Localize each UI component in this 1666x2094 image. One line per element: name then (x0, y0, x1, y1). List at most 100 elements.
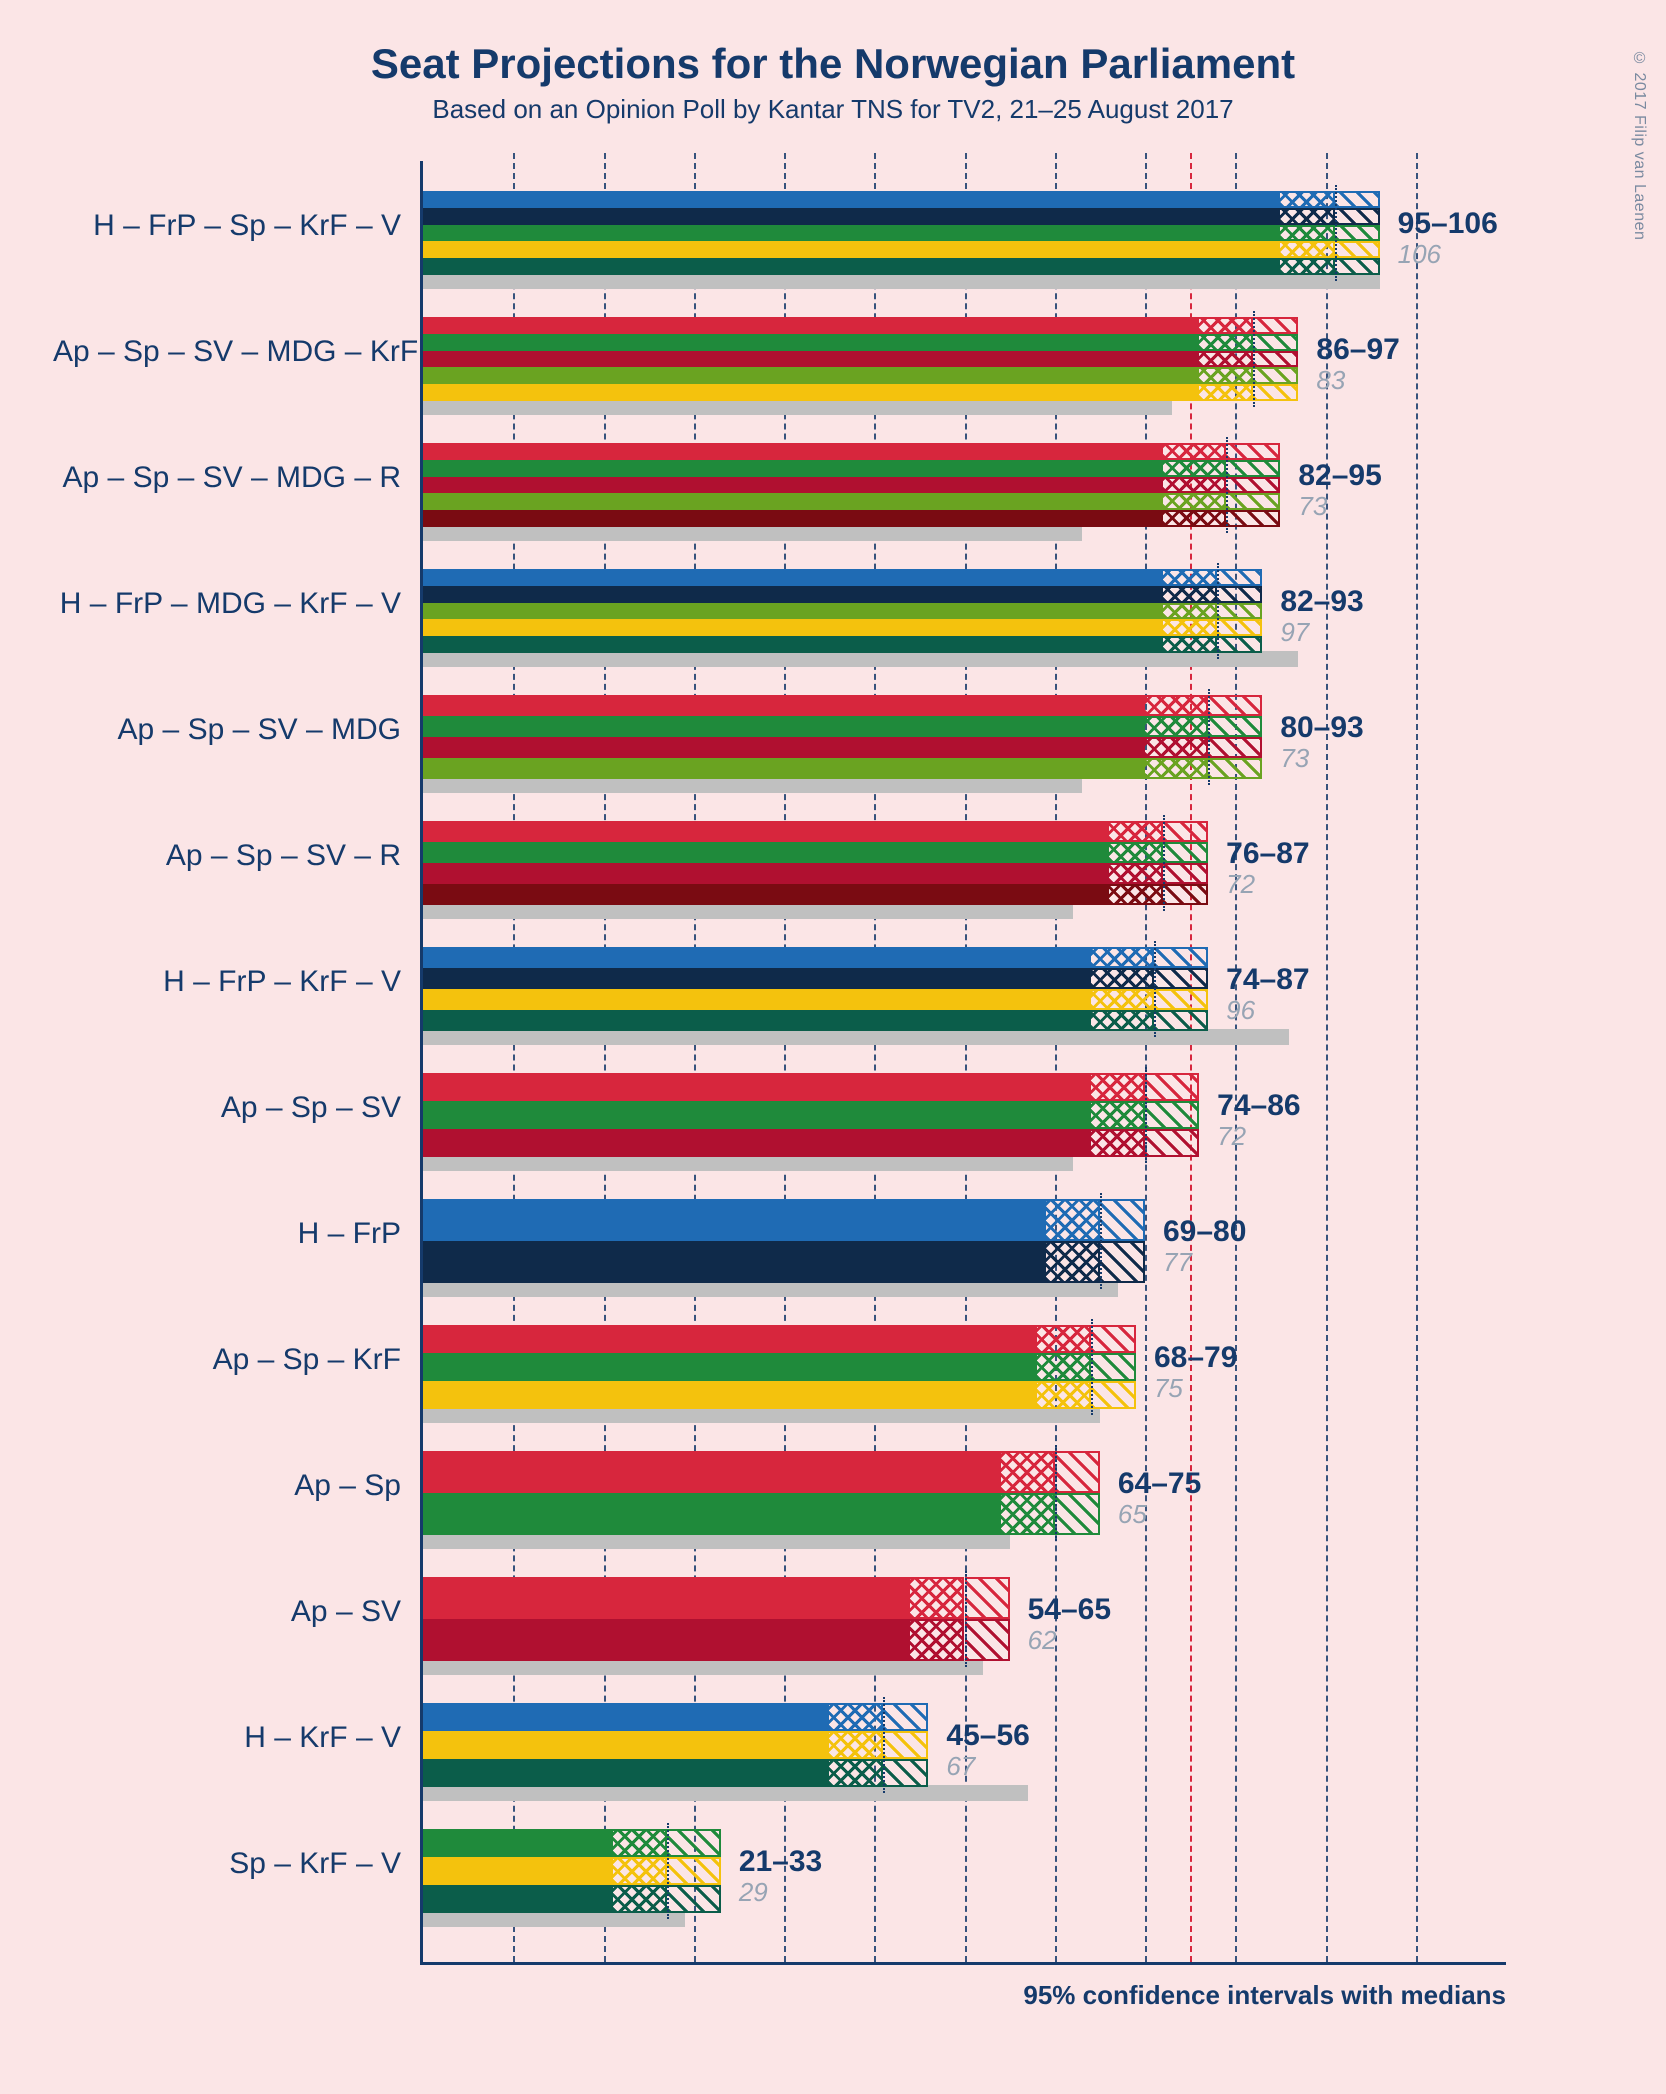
range-text: 21–33 (739, 1847, 822, 1877)
ci-lower-hatch (1091, 1010, 1154, 1031)
ci-lower-hatch (613, 1829, 667, 1857)
reference-shadow (423, 777, 1082, 793)
party-stripe (423, 1857, 721, 1885)
median-mark (1335, 185, 1337, 281)
copyright-text: © 2017 Filip van Laenen (1630, 50, 1648, 240)
party-stripe (423, 1577, 1010, 1619)
reference-text: 83 (1316, 365, 1399, 396)
coalition-label: H – FrP (53, 1217, 423, 1251)
coalition-row: H – FrP – Sp – KrF – V95–106106 (423, 191, 1506, 275)
ci-lower-hatch (1037, 1353, 1091, 1381)
footer-note: 95% confidence intervals with medians (1023, 1980, 1506, 2011)
ci-lower-hatch (1199, 317, 1253, 334)
median-mark (1253, 311, 1255, 407)
party-stripe (423, 603, 1262, 620)
ci-upper-hatch (1145, 1073, 1199, 1101)
median-mark (1145, 1067, 1147, 1163)
ci-lower-hatch (1163, 493, 1226, 510)
ci-lower-hatch (1046, 1241, 1100, 1283)
ci-upper-hatch (1145, 1101, 1199, 1129)
ci-lower-hatch (1145, 758, 1208, 779)
ci-lower-hatch (910, 1619, 964, 1661)
ci-upper-hatch (1055, 1451, 1100, 1493)
party-stripe (423, 1381, 1136, 1409)
reference-shadow (423, 1407, 1100, 1423)
coalition-label: H – KrF – V (53, 1721, 423, 1755)
confidence-bar: 95–106106 (423, 191, 1380, 275)
coalition-row: Ap – Sp – SV – MDG – R82–9573 (423, 443, 1506, 527)
range-text: 69–80 (1163, 1217, 1246, 1247)
party-stripe (423, 758, 1262, 779)
gridline (604, 153, 606, 1962)
ci-lower-hatch (1091, 1129, 1145, 1157)
party-stripe (423, 1353, 1136, 1381)
reference-shadow (423, 525, 1082, 541)
ci-lower-hatch (829, 1759, 883, 1787)
party-stripe (423, 1241, 1145, 1283)
ci-lower-hatch (829, 1703, 883, 1731)
value-label: 95–106106 (1380, 209, 1498, 270)
party-stripe (423, 968, 1208, 989)
ci-upper-hatch (1226, 443, 1280, 460)
ci-lower-hatch (1001, 1493, 1055, 1535)
party-stripe (423, 1451, 1100, 1493)
party-stripe (423, 636, 1262, 653)
ci-lower-hatch (1163, 636, 1217, 653)
confidence-bar: 68–7975 (423, 1325, 1136, 1409)
ci-upper-hatch (1091, 1353, 1136, 1381)
coalition-row: Ap – Sp – SV74–8672 (423, 1073, 1506, 1157)
reference-text: 97 (1280, 617, 1363, 648)
chart-subtitle: Based on an Opinion Poll by Kantar TNS f… (40, 94, 1626, 125)
plot-region: H – FrP – Sp – KrF – V95–106106 Ap – Sp –… (420, 161, 1506, 1965)
coalition-row: Ap – Sp – SV – R76–8772 (423, 821, 1506, 905)
median-mark (1055, 1445, 1057, 1541)
coalition-row: H – FrP69–8077 (423, 1199, 1506, 1283)
reference-text: 65 (1118, 1499, 1201, 1530)
coalition-label: Ap – Sp – SV – R (53, 839, 423, 873)
range-text: 54–65 (1028, 1595, 1111, 1625)
coalition-row: H – FrP – KrF – V74–8796 (423, 947, 1506, 1031)
reference-shadow (423, 1155, 1073, 1171)
value-label: 68–7975 (1136, 1343, 1237, 1404)
ci-lower-hatch (1163, 619, 1217, 636)
confidence-bar: 45–5667 (423, 1703, 928, 1787)
ci-lower-hatch (1109, 884, 1163, 905)
ci-lower-hatch (1145, 695, 1208, 716)
party-stripe (423, 1619, 1010, 1661)
ci-upper-hatch (1217, 619, 1262, 636)
reference-shadow (423, 399, 1172, 415)
value-label: 45–5667 (928, 1721, 1029, 1782)
ci-lower-hatch (1163, 443, 1226, 460)
ci-lower-hatch (1109, 863, 1163, 884)
median-mark (1163, 815, 1165, 911)
coalition-label: Ap – Sp – SV (53, 1091, 423, 1125)
confidence-bar: 80–9373 (423, 695, 1262, 779)
ci-lower-hatch (910, 1577, 964, 1619)
confidence-bar: 21–3329 (423, 1829, 721, 1913)
ci-lower-hatch (1037, 1325, 1091, 1353)
ci-upper-hatch (1154, 947, 1208, 968)
party-stripe (423, 477, 1280, 494)
ci-lower-hatch (1091, 989, 1154, 1010)
reference-shadow (423, 651, 1298, 667)
ci-lower-hatch (1091, 947, 1154, 968)
ci-lower-hatch (1145, 737, 1208, 758)
value-label: 86–9783 (1298, 335, 1399, 396)
ci-lower-hatch (1163, 460, 1226, 477)
party-stripe (423, 1493, 1100, 1535)
ci-upper-hatch (1208, 758, 1262, 779)
value-label: 74–8672 (1199, 1091, 1300, 1152)
range-text: 74–86 (1217, 1091, 1300, 1121)
party-stripe (423, 1829, 721, 1857)
ci-upper-hatch (1100, 1241, 1145, 1283)
ci-upper-hatch (1335, 208, 1380, 225)
party-stripe (423, 334, 1298, 351)
party-stripe (423, 1759, 928, 1787)
reference-text: 73 (1280, 743, 1363, 774)
party-stripe (423, 989, 1208, 1010)
ci-lower-hatch (1145, 716, 1208, 737)
ci-lower-hatch (1046, 1199, 1100, 1241)
party-stripe (423, 317, 1298, 334)
party-stripe (423, 510, 1280, 527)
confidence-bar: 82–9397 (423, 569, 1262, 653)
